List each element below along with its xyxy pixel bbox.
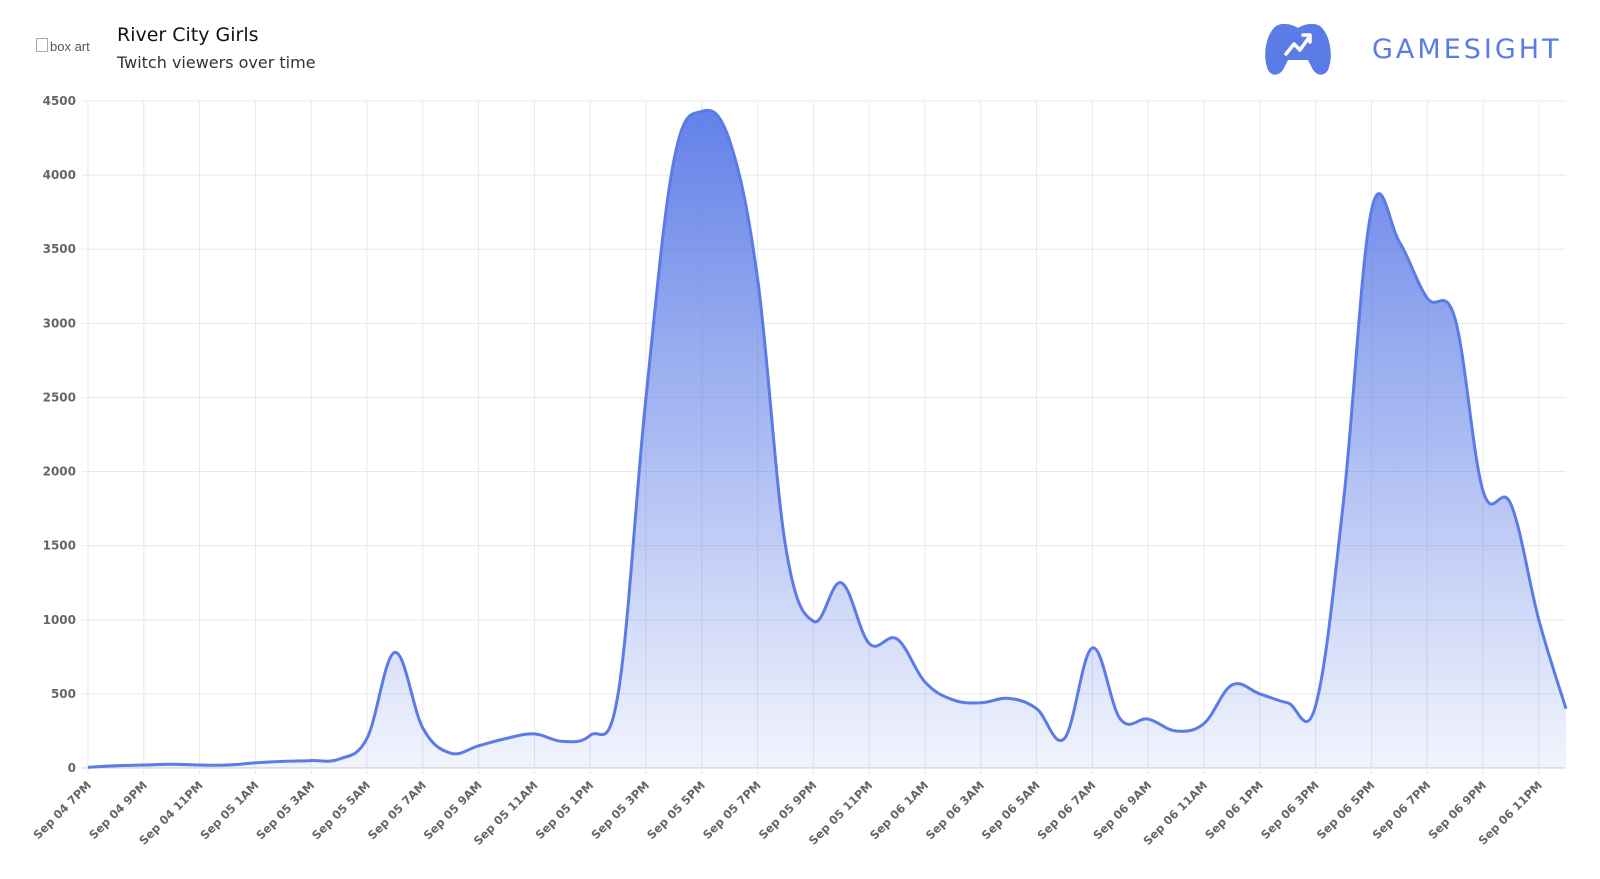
y-tick-label: 0 <box>68 761 76 775</box>
x-tick-label: Sep 05 1PM <box>533 778 597 842</box>
gamepad-trend-icon <box>1265 23 1331 75</box>
viewers-line <box>87 108 1568 769</box>
broken-image-icon <box>36 38 48 52</box>
x-tick-label: Sep 05 7AM <box>365 778 429 842</box>
x-tick-label: Sep 05 5PM <box>644 778 708 842</box>
y-tick-label: 2000 <box>43 465 76 479</box>
y-tick-label: 3000 <box>43 316 76 330</box>
x-tick-label: Sep 06 5AM <box>979 778 1043 842</box>
y-tick-label: 1500 <box>43 539 76 553</box>
x-tick-label: Sep 06 3AM <box>923 778 987 842</box>
x-tick-label: Sep 06 5PM <box>1314 778 1378 842</box>
x-tick-label: Sep 05 5AM <box>309 778 373 842</box>
chart-header: box art River City Girls Twitch viewers … <box>0 0 1600 90</box>
box-art-alt-text: box art <box>50 39 90 54</box>
y-tick-label: 4000 <box>43 168 76 182</box>
chart-title: River City Girls <box>117 24 259 46</box>
x-tick-label: Sep 05 3AM <box>253 778 317 842</box>
box-art-image: box art <box>36 38 90 54</box>
x-tick-label: Sep 04 7PM <box>30 778 94 842</box>
chart-subtitle: Twitch viewers over time <box>117 53 316 72</box>
y-axis: 0 500 1000 1500 2000 2500 3000 3500 4000 4500 <box>43 94 76 775</box>
x-tick-label: Sep 06 7PM <box>1370 778 1434 842</box>
x-tick-label: Sep 06 3PM <box>1258 778 1322 842</box>
x-tick-label: Sep 05 7PM <box>700 778 764 842</box>
gamesight-logo[interactable]: GAMESIGHT <box>1262 20 1562 78</box>
x-tick-label: Sep 05 3PM <box>588 778 652 842</box>
x-tick-label: Sep 06 1PM <box>1202 778 1266 842</box>
y-tick-label: 3500 <box>43 242 76 256</box>
y-tick-label: 1000 <box>43 613 76 627</box>
viewers-area <box>88 110 1566 768</box>
x-tick-label: Sep 05 1AM <box>197 778 261 842</box>
y-tick-label: 500 <box>51 687 76 701</box>
x-tick-label: Sep 06 7AM <box>1034 778 1098 842</box>
brand-name: GAMESIGHT <box>1372 34 1562 65</box>
y-tick-label: 4500 <box>43 94 76 108</box>
x-tick-label: Sep 06 1AM <box>867 778 931 842</box>
y-tick-label: 2500 <box>43 390 76 404</box>
